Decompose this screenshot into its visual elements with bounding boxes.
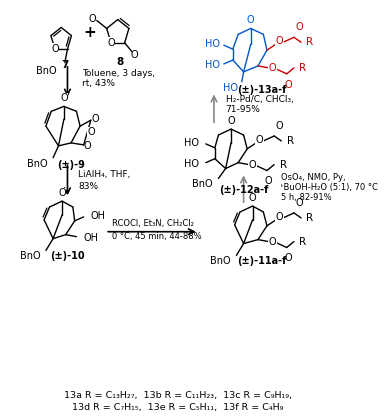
Text: O: O (51, 44, 59, 54)
Text: (±)-12a-f: (±)-12a-f (219, 185, 268, 195)
Text: LiAlH₄, THF,: LiAlH₄, THF, (78, 170, 131, 179)
Text: H₂-Pd/C, CHCl₃,: H₂-Pd/C, CHCl₃, (226, 95, 294, 104)
Text: O: O (256, 135, 264, 145)
Text: O: O (269, 63, 276, 73)
Text: O: O (227, 116, 235, 126)
Text: O: O (276, 36, 283, 46)
Text: 71-95%: 71-95% (226, 105, 260, 114)
Text: OH: OH (84, 233, 99, 243)
Text: OH: OH (91, 211, 106, 221)
Text: BnO: BnO (36, 66, 57, 76)
Text: O: O (87, 127, 95, 137)
Text: Toluene, 3 days,: Toluene, 3 days, (82, 69, 155, 78)
Text: BnO: BnO (20, 252, 41, 261)
Text: BnO: BnO (192, 179, 213, 189)
Text: 0 °C, 45 min, 44-88%: 0 °C, 45 min, 44-88% (112, 232, 202, 241)
Text: O: O (249, 160, 256, 170)
Text: R: R (287, 136, 294, 146)
Text: RCOCl, Et₃N, CH₂Cl₂: RCOCl, Et₃N, CH₂Cl₂ (112, 219, 194, 228)
Text: O: O (276, 212, 283, 222)
Text: O: O (285, 253, 292, 263)
Text: ᵗBuOH-H₂O (5:1), 70 °C: ᵗBuOH-H₂O (5:1), 70 °C (282, 183, 378, 192)
Text: O: O (247, 16, 255, 26)
Text: O: O (269, 236, 276, 247)
Text: HO: HO (205, 39, 220, 49)
Text: O: O (60, 93, 68, 103)
Text: R: R (307, 213, 314, 223)
Text: OsO₄, NMO, Py,: OsO₄, NMO, Py, (282, 173, 346, 182)
Text: BnO: BnO (210, 256, 231, 266)
Text: O: O (265, 176, 273, 186)
Text: O: O (285, 80, 292, 90)
Text: 13a R = C₁₃H₂₇,  13b R = C₁₁H₂₃,  13c R = C₉H₁₉,: 13a R = C₁₃H₂₇, 13b R = C₁₁H₂₃, 13c R = … (64, 391, 292, 400)
Text: O: O (131, 50, 138, 60)
Text: O: O (58, 188, 66, 198)
Text: 8: 8 (117, 57, 124, 67)
Text: O: O (51, 44, 59, 54)
Text: R: R (299, 63, 307, 73)
Text: BnO: BnO (27, 159, 48, 168)
Text: O: O (88, 13, 96, 24)
Text: O: O (296, 22, 303, 32)
Text: (±)-13a-f: (±)-13a-f (237, 84, 286, 94)
Text: O: O (83, 141, 91, 151)
Text: +: + (84, 25, 96, 40)
Text: (±)-10: (±)-10 (50, 252, 85, 261)
Text: O: O (249, 193, 256, 203)
Text: (±)-11a-f: (±)-11a-f (237, 256, 286, 266)
Text: 5 h, 82-91%: 5 h, 82-91% (282, 193, 332, 202)
Text: HO: HO (184, 138, 199, 148)
Text: O: O (91, 114, 99, 124)
Text: rt, 43%: rt, 43% (82, 79, 115, 88)
Text: O: O (296, 198, 303, 208)
Text: R: R (280, 160, 287, 170)
Text: R: R (307, 37, 314, 47)
Text: R: R (299, 236, 307, 247)
Text: (±)-9: (±)-9 (57, 160, 85, 170)
Text: 83%: 83% (78, 182, 99, 191)
Text: 7: 7 (61, 60, 68, 70)
Text: O: O (276, 121, 283, 131)
Text: 13d R = C₇H₁₅,  13e R = C₅H₁₁,  13f R = C₄H₉: 13d R = C₇H₁₅, 13e R = C₅H₁₁, 13f R = C₄… (72, 403, 284, 412)
Text: HO: HO (184, 159, 199, 168)
Text: O: O (107, 38, 115, 48)
Text: HO: HO (205, 60, 220, 70)
Text: HO: HO (223, 83, 238, 93)
